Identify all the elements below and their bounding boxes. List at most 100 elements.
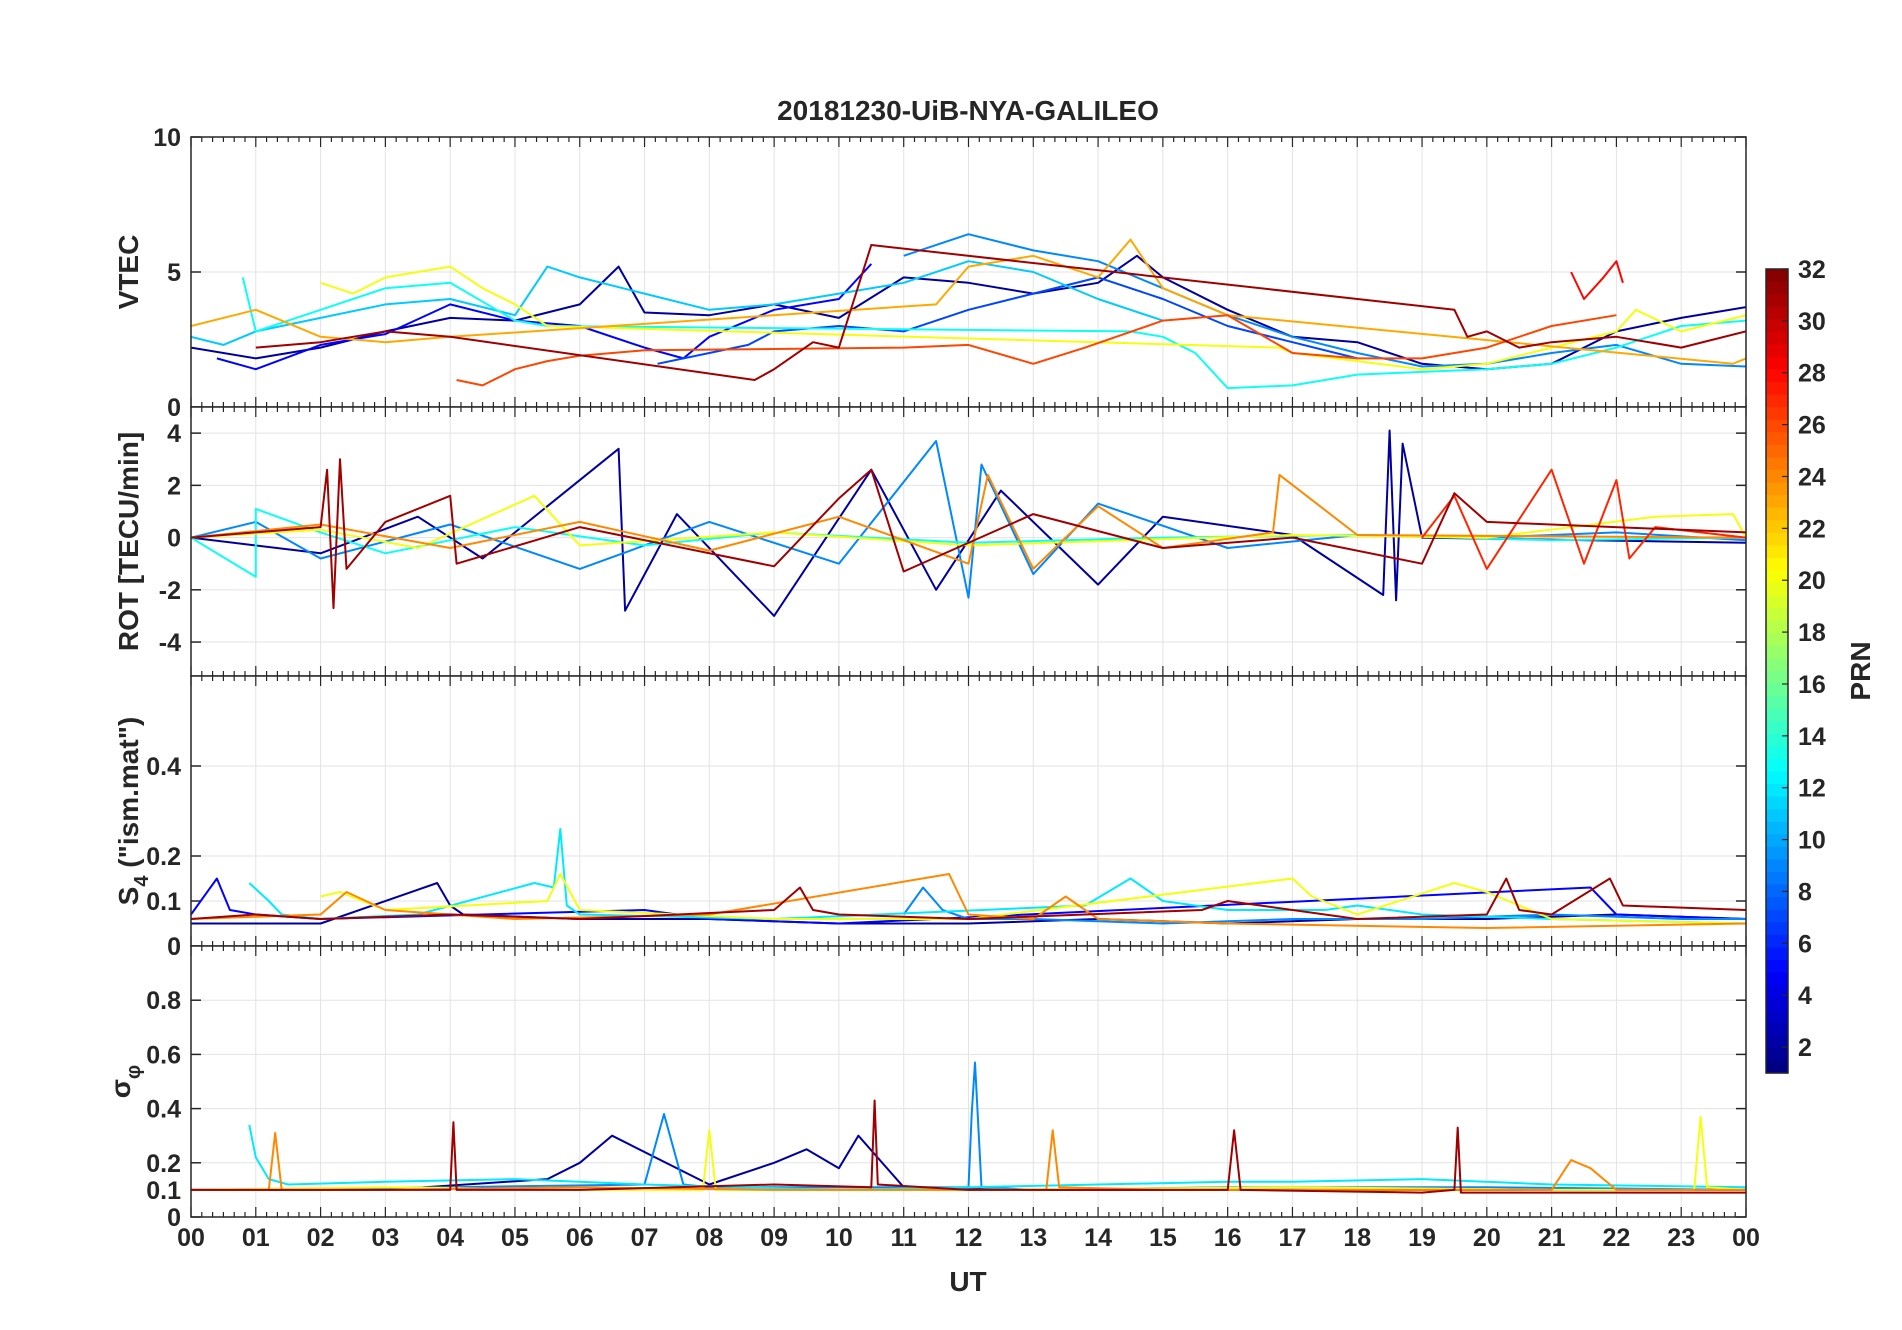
colorbar-segment xyxy=(1766,821,1788,835)
series-line-prn-28 xyxy=(1570,260,1624,300)
x-tick-label: 13 xyxy=(1019,1224,1047,1252)
colorbar-segment xyxy=(1766,846,1788,861)
series-line-prn-7 xyxy=(657,276,1358,365)
colorbar-segment xyxy=(1766,432,1788,446)
panel-rot: -4 -2 0 2 4 ROT [TECU/min] xyxy=(113,406,1747,677)
colorbar-segment xyxy=(1766,269,1788,283)
colorbar-segment xyxy=(1766,934,1788,948)
y-axis-label-sigma_phi: σφ xyxy=(105,1065,145,1098)
colorbar-segment xyxy=(1766,645,1788,660)
x-tick-label: 07 xyxy=(631,1224,659,1252)
colorbar-tick-label: 14 xyxy=(1798,723,1826,751)
colorbar-tick-label: 2 xyxy=(1798,1034,1812,1062)
colorbar-segment xyxy=(1766,306,1788,320)
y-axis-label-main: σ xyxy=(105,1079,136,1098)
x-tick-label: 22 xyxy=(1603,1224,1631,1252)
x-tick-label: 04 xyxy=(436,1224,464,1252)
colorbar-segment xyxy=(1766,419,1788,433)
series-line-prn-31 xyxy=(191,877,1746,920)
y-tick-label: -2 xyxy=(159,577,181,605)
series-line-prn-2 xyxy=(191,429,1746,617)
colorbar-segment xyxy=(1766,356,1788,371)
colorbar-segment xyxy=(1766,633,1788,647)
y-tick-label: 0.1 xyxy=(146,888,181,916)
series-line-prn-31 xyxy=(191,1099,1746,1194)
series-line-prn-26 xyxy=(456,314,1617,387)
x-tick-label: 08 xyxy=(695,1224,723,1252)
colorbar-segment xyxy=(1766,1022,1788,1036)
colorbar-segment xyxy=(1766,457,1788,471)
colorbar-segment xyxy=(1766,771,1788,785)
colorbar-label: PRN xyxy=(1845,641,1876,700)
y-tick-label: -4 xyxy=(159,629,181,657)
colorbar-segment xyxy=(1766,708,1788,722)
colorbar-tick-label: 4 xyxy=(1798,982,1812,1010)
colorbar-segment xyxy=(1766,947,1788,961)
y-tick-label: 2 xyxy=(167,472,181,500)
series-group xyxy=(191,233,1746,390)
colorbar-segment xyxy=(1766,382,1788,396)
x-tick-label: 12 xyxy=(955,1224,983,1252)
y-tick-label: 0.2 xyxy=(146,843,181,871)
colorbar-segment xyxy=(1766,394,1788,408)
colorbar-segment xyxy=(1766,444,1788,459)
colorbar-segment xyxy=(1766,809,1788,823)
y-axis-label-vtec: VTEC xyxy=(113,235,144,310)
colorbar-segment xyxy=(1766,909,1788,923)
series-line-prn-2 xyxy=(191,254,1746,371)
colorbar-segment xyxy=(1766,319,1788,333)
series-line-prn-31 xyxy=(255,244,1746,381)
colorbar-segment xyxy=(1766,532,1788,546)
y-axis-label-subscript: 4 xyxy=(131,875,153,887)
series-line-prn-13 xyxy=(241,277,1746,390)
x-tick-label: 03 xyxy=(371,1224,399,1252)
x-tick-label: 21 xyxy=(1538,1224,1566,1252)
colorbar-segment xyxy=(1766,758,1788,773)
x-tick-label: 15 xyxy=(1149,1224,1177,1252)
colorbar-tick-label: 26 xyxy=(1798,412,1826,440)
colorbar-segment xyxy=(1766,595,1788,609)
colorbar-segment xyxy=(1766,997,1788,1011)
series-line-prn-11 xyxy=(191,260,1164,346)
series-line-prn-24 xyxy=(191,473,1746,570)
colorbar-segment xyxy=(1766,784,1788,798)
series-group xyxy=(191,429,1746,617)
colorbar-frame xyxy=(1765,268,1789,1074)
colorbar-segment xyxy=(1766,834,1788,848)
series-line-prn-31 xyxy=(191,458,1746,610)
colorbar-segment xyxy=(1766,545,1788,559)
y-axis-label-subscript: φ xyxy=(123,1065,145,1079)
colorbar-segment xyxy=(1766,696,1788,710)
y-tick-label: 0.8 xyxy=(146,987,181,1015)
y-tick-label: 0.6 xyxy=(146,1041,181,1069)
colorbar-segment xyxy=(1766,859,1788,873)
colorbar-segment xyxy=(1766,331,1788,345)
y-tick-label: 0.4 xyxy=(146,753,181,781)
colorbar-segment xyxy=(1766,570,1788,584)
x-tick-label: 01 xyxy=(242,1224,270,1252)
y-tick-label: 0.2 xyxy=(146,1150,181,1178)
x-tick-label: 06 xyxy=(566,1224,594,1252)
y-tick-label: 0.1 xyxy=(146,1177,181,1205)
panel-sigma_phi: 00.10.2 0.4 0.6 0.8 σφ xyxy=(105,945,1747,1232)
colorbar-segment xyxy=(1766,897,1788,911)
colorbar-segment xyxy=(1766,959,1788,974)
y-axis-label-main: S xyxy=(113,887,144,906)
y-axis-label-s4: S4 ("ism.mat") xyxy=(113,717,153,906)
y-axis-label-rot: ROT [TECU/min] xyxy=(113,432,144,651)
colorbar-tick-label: 6 xyxy=(1798,930,1812,958)
colorbar-tick-label: 24 xyxy=(1798,463,1826,491)
colorbar-tick-label: 18 xyxy=(1798,619,1826,647)
colorbar-tick-label: 10 xyxy=(1798,827,1826,855)
colorbar-segment xyxy=(1766,658,1788,672)
x-tick-label: 02 xyxy=(307,1224,335,1252)
colorbar-segment xyxy=(1766,721,1788,735)
x-tick-label: 00 xyxy=(177,1224,205,1252)
y-tick-label: 0.4 xyxy=(146,1096,181,1124)
x-tick-label: 18 xyxy=(1343,1224,1371,1252)
colorbar-segment xyxy=(1766,872,1788,886)
colorbar-tick-label: 32 xyxy=(1798,256,1826,284)
colorbar-segment xyxy=(1766,369,1788,383)
colorbar-segment xyxy=(1766,520,1788,534)
